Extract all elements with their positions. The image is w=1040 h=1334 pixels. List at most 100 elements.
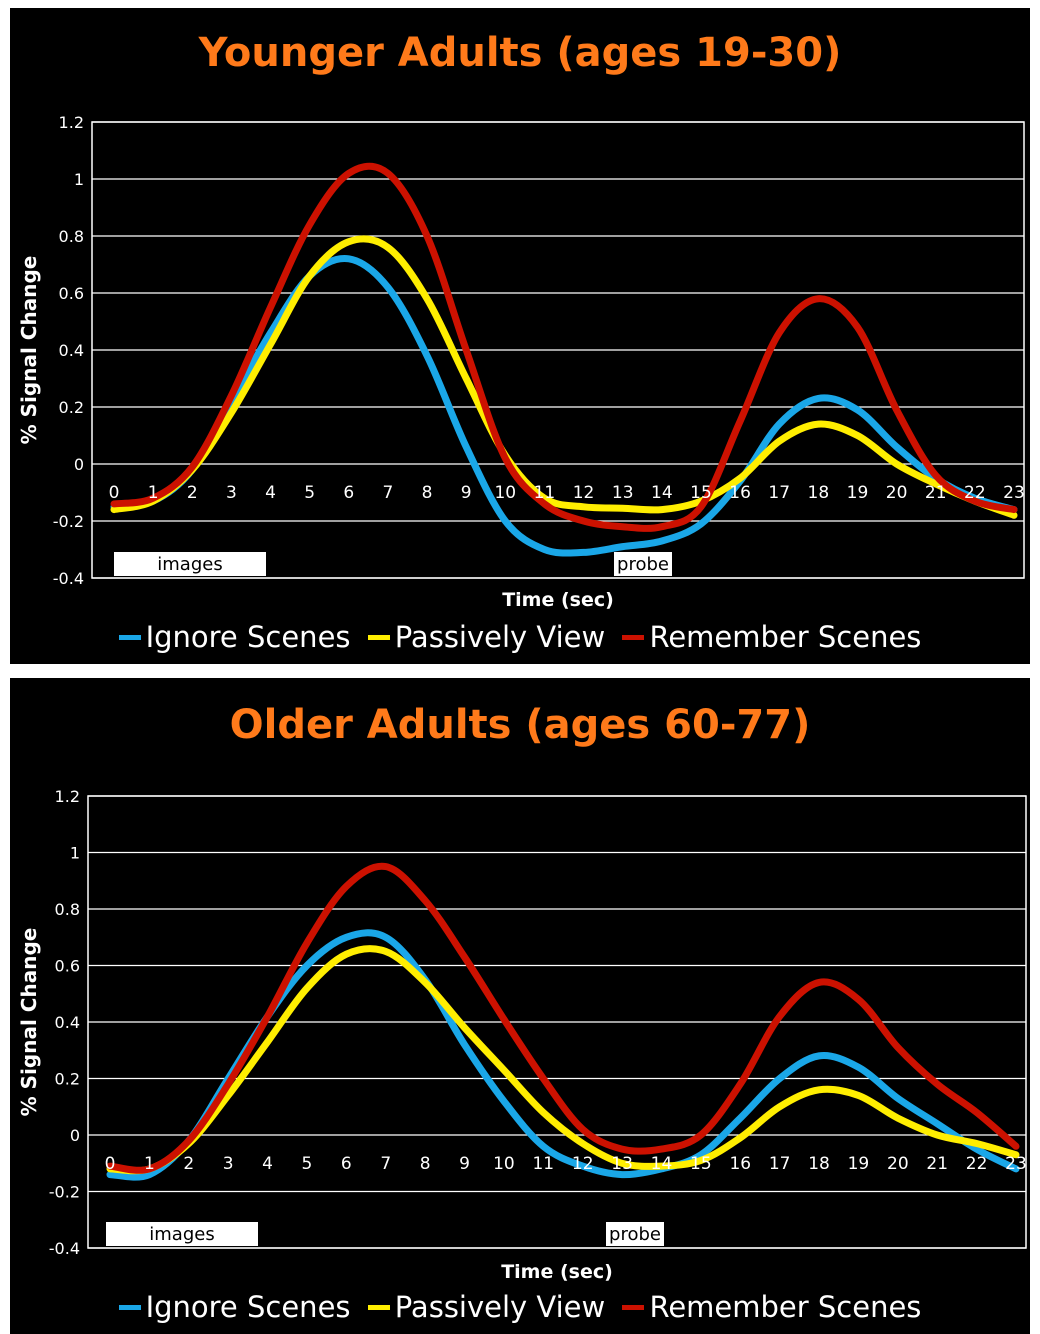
chart-legend: Ignore Scenes Passively View Remember Sc…: [10, 1290, 1030, 1324]
x-tick-label: 6: [343, 483, 354, 503]
x-tick-label: 1: [144, 1154, 155, 1174]
y-tick-label: -0.2: [53, 512, 84, 531]
x-tick-label: 2: [187, 483, 198, 503]
legend-label: Passively View: [394, 1290, 606, 1324]
legend-swatch-ignore-scenes: [118, 634, 141, 640]
x-tick-label: 13: [611, 1154, 633, 1174]
x-tick-label: 9: [461, 483, 472, 503]
x-tick-label: 7: [380, 1154, 391, 1174]
x-tick-label: 17: [768, 483, 790, 503]
y-tick-label: 0.6: [59, 284, 84, 303]
legend-label: Ignore Scenes: [145, 1290, 351, 1324]
y-tick-label: 0.6: [55, 957, 80, 976]
annotation-box: [606, 1222, 664, 1246]
x-axis-title: Time (sec): [502, 589, 614, 611]
series-line-ignore-scenes: [110, 254, 1018, 557]
legend-swatch-passively-view: [367, 634, 390, 640]
x-tick-label: 16: [729, 483, 751, 503]
legend-label: Passively View: [394, 620, 606, 654]
y-tick-label: 0.2: [55, 1070, 80, 1089]
legend-item-remember-scenes: Remember Scenes: [622, 620, 921, 654]
x-tick-label: 12: [572, 1154, 594, 1174]
y-axis-title: % Signal Change: [17, 928, 41, 1117]
annotation-box: [614, 552, 672, 576]
x-tick-label: 5: [304, 483, 315, 503]
older-adults-chart-panel: Older Adults (ages 60-77) -0.4 -0.2 0 0.2 0.…: [10, 678, 1030, 1334]
y-tick-label: 0.8: [59, 227, 84, 246]
y-tick-label: 0.4: [55, 1013, 80, 1032]
legend-label: Remember Scenes: [649, 1290, 922, 1324]
x-tick-label: 0: [109, 483, 120, 503]
plot-area-frame: [87, 795, 1027, 1249]
legend-item-ignore-scenes: Ignore Scenes: [118, 620, 351, 654]
x-tick-label: 9: [459, 1154, 470, 1174]
x-tick-label: 15: [690, 1154, 712, 1174]
younger-adults-chart-panel: Younger Adults (ages 19-30) -0.4 -0.2 0 0.2…: [10, 8, 1030, 664]
x-tick-label: 0: [105, 1154, 116, 1174]
legend-label: Remember Scenes: [649, 620, 922, 654]
legend-item-passively-view: Passively View: [367, 620, 606, 654]
x-tick-label: 8: [420, 1154, 431, 1174]
x-tick-label: 19: [847, 483, 869, 503]
legend-item-passively-view: Passively View: [367, 1290, 606, 1324]
x-tick-label: 12: [573, 483, 595, 503]
x-tick-label: 14: [651, 1154, 673, 1174]
annotation-label: probe: [609, 1224, 661, 1245]
chart-title: Older Adults (ages 60-77): [229, 702, 811, 748]
x-tick-label: 11: [532, 1154, 554, 1174]
series-line-remember-scenes: [110, 162, 1018, 532]
annotation-label: images: [157, 554, 222, 575]
x-tick-label: 22: [964, 483, 986, 503]
x-tick-label: 22: [966, 1154, 988, 1174]
series-line-remember-scenes: [106, 862, 1020, 1174]
x-tick-label: 17: [769, 1154, 791, 1174]
x-tick-label: 23: [1003, 483, 1025, 503]
legend-item-remember-scenes: Remember Scenes: [622, 1290, 921, 1324]
y-tick-label: 1: [74, 170, 84, 189]
x-tick-label: 23: [1005, 1154, 1027, 1174]
x-tick-label: 4: [262, 1154, 273, 1174]
x-tick-label: 19: [848, 1154, 870, 1174]
plot-area-frame: [91, 121, 1025, 579]
y-axis-title: % Signal Change: [17, 256, 41, 445]
y-tick-label: 1.2: [59, 113, 84, 132]
y-tick-label: 0.4: [59, 341, 84, 360]
annotation-label: images: [149, 1224, 214, 1245]
annotation-box: [106, 1222, 258, 1246]
legend-swatch-remember-scenes: [622, 634, 645, 640]
series-line-passively-view: [106, 945, 1020, 1175]
y-tick-label: 0.2: [59, 398, 84, 417]
x-tick-label: 16: [729, 1154, 751, 1174]
y-tick-label: 0.8: [55, 900, 80, 919]
chart-legend: Ignore Scenes Passively View Remember Sc…: [10, 620, 1030, 654]
y-tick-label: 0: [74, 455, 84, 474]
legend-swatch-passively-view: [367, 1304, 390, 1310]
x-tick-label: 1: [148, 483, 159, 503]
series-line-passively-view: [110, 235, 1018, 519]
legend-label: Ignore Scenes: [145, 620, 351, 654]
x-tick-label: 21: [926, 1154, 948, 1174]
x-tick-label: 6: [341, 1154, 352, 1174]
annotation-box: [114, 552, 266, 576]
legend-swatch-ignore-scenes: [118, 1304, 141, 1310]
x-tick-label: 4: [265, 483, 276, 503]
x-tick-label: 14: [651, 483, 673, 503]
x-tick-label: 18: [808, 1154, 830, 1174]
x-tick-label: 15: [690, 483, 712, 503]
x-tick-label: 11: [534, 483, 556, 503]
x-tick-label: 2: [183, 1154, 194, 1174]
x-tick-label: 13: [612, 483, 634, 503]
legend-item-ignore-scenes: Ignore Scenes: [118, 1290, 351, 1324]
y-tick-label: 1.2: [55, 787, 80, 806]
x-tick-label: 10: [494, 483, 516, 503]
x-tick-label: 20: [886, 483, 908, 503]
y-tick-label: -0.4: [53, 569, 84, 588]
x-tick-label: 8: [422, 483, 433, 503]
x-tick-label: 20: [887, 1154, 909, 1174]
x-tick-label: 3: [226, 483, 237, 503]
x-tick-label: 18: [808, 483, 830, 503]
x-tick-label: 3: [223, 1154, 234, 1174]
y-tick-label: -0.4: [49, 1239, 80, 1258]
